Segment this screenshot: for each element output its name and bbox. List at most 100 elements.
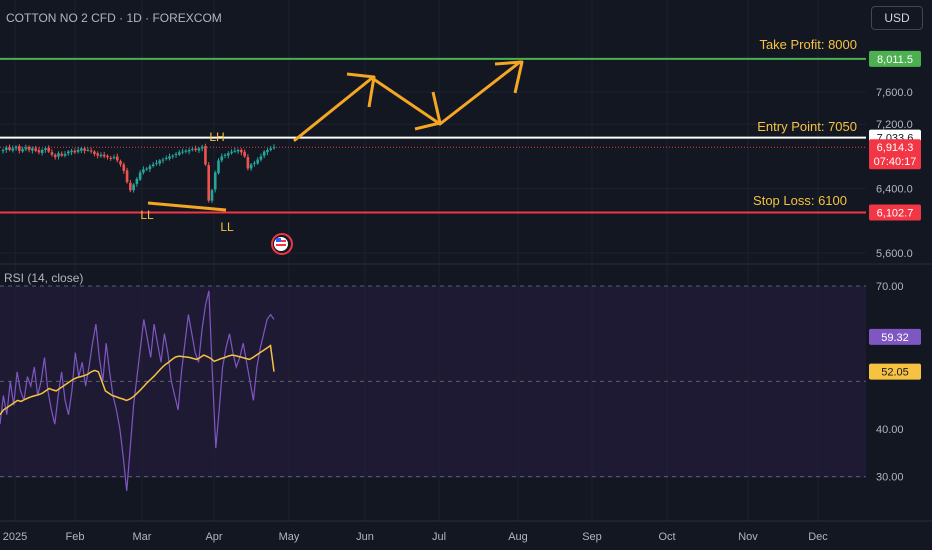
candle-body	[106, 155, 109, 158]
candle-body	[210, 190, 214, 201]
candle-body	[233, 150, 237, 152]
current-price-badge-bg	[869, 139, 921, 170]
candlestick-series	[1, 143, 276, 204]
arrow-head	[414, 91, 442, 131]
candle-body	[96, 153, 99, 156]
candle-body	[168, 156, 171, 159]
candle-body	[135, 178, 139, 184]
candle-body	[213, 172, 217, 190]
price-tick-label: 5,600.0	[876, 248, 913, 260]
candle-body	[191, 149, 194, 151]
chart-title: COTTON NO 2 CFD · 1D · FOREXCOM	[6, 11, 222, 25]
projection-arrow-segment	[370, 76, 442, 126]
candle-body	[73, 150, 77, 153]
time-tick-label: 2025	[3, 531, 27, 543]
entry-point-label: Entry Point: 7050	[757, 119, 857, 134]
rsi-tick-label: 70.00	[876, 281, 904, 293]
candle-body	[155, 162, 158, 164]
candle-body	[243, 151, 246, 157]
candle-body	[53, 154, 57, 158]
candle-body	[240, 149, 243, 153]
candle-body	[40, 149, 44, 154]
candle-body	[57, 153, 60, 157]
rsi-value-badge: 59.32	[881, 332, 909, 344]
candle-body	[246, 157, 250, 169]
rsi-tick-label: 30.00	[876, 472, 904, 484]
arrow-head	[494, 60, 524, 94]
rsi-ma-value-badge-bg	[869, 363, 921, 380]
candle-body	[184, 150, 188, 152]
candle-body	[129, 182, 132, 191]
candle-body	[142, 169, 145, 173]
rsi-ma-value-badge: 52.05	[881, 367, 909, 379]
time-tick-label: Jun	[356, 531, 374, 543]
candle-body	[8, 146, 11, 150]
stop-loss-badge: 6,102.7	[877, 208, 914, 220]
candle-body	[158, 160, 162, 164]
us-flag-event-icon[interactable]	[271, 233, 293, 255]
candle-body	[269, 148, 273, 150]
time-tick-label: Jul	[432, 531, 446, 543]
candle-body	[181, 151, 184, 153]
candle-body	[18, 146, 21, 151]
stop-loss-badge-bg	[869, 204, 921, 221]
drawing-tools-layer	[147, 60, 524, 212]
candle-body	[161, 159, 165, 161]
time-tick-label: Aug	[508, 531, 528, 543]
swing-low-trendline	[147, 201, 227, 212]
candle-body	[230, 151, 233, 154]
stop-loss-label: Stop Loss: 6100	[753, 193, 847, 208]
horizontal-lines-layer	[0, 57, 866, 214]
current-price-badge: 6,914.3	[877, 142, 914, 154]
candle-body	[151, 164, 155, 167]
candle-body	[112, 157, 116, 159]
candle-body	[86, 149, 90, 151]
candle-body	[187, 149, 191, 152]
candle-body	[93, 151, 96, 154]
candle-body	[44, 148, 47, 150]
candle-body	[60, 153, 64, 156]
candle-body	[109, 157, 113, 159]
candle-body	[63, 153, 67, 156]
grid-layer	[0, 0, 866, 521]
candle-body	[256, 159, 259, 164]
candle-body	[171, 155, 175, 157]
candle-body	[67, 151, 70, 154]
time-tick-label: Mar	[133, 531, 152, 543]
candle-body	[99, 154, 103, 157]
candle-body	[115, 156, 119, 161]
candle-body	[24, 147, 28, 150]
candle-body	[89, 150, 93, 152]
candle-body	[197, 148, 201, 151]
candle-body	[178, 152, 181, 155]
candle-body	[76, 149, 80, 152]
take-profit-label: Take Profit: 8000	[759, 37, 857, 52]
currency-button[interactable]: USD	[871, 6, 923, 30]
rsi-line	[0, 290, 275, 492]
candle-body	[253, 162, 256, 164]
time-tick-label: Nov	[738, 531, 758, 543]
candle-body	[1, 149, 5, 152]
candle-body	[262, 151, 266, 156]
candle-body	[266, 149, 269, 153]
candle-body	[138, 172, 142, 180]
candle-body	[4, 147, 8, 150]
time-tick-label: May	[279, 531, 300, 543]
rsi-band-fill	[0, 286, 866, 478]
candle-body	[174, 153, 178, 155]
swing-label-ll: LL	[220, 220, 234, 234]
price-tick-label: 7,200.0	[876, 119, 913, 131]
price-tick-label: 7,600.0	[876, 87, 913, 99]
candle-body	[125, 170, 129, 183]
candle-body	[272, 147, 276, 149]
candle-body	[148, 166, 152, 170]
text-layer: COTTON NO 2 CFD · 1D · FOREXCOM Take Prof…	[3, 11, 913, 543]
candle-body	[31, 148, 34, 151]
candle-body	[164, 158, 168, 160]
candle-body	[37, 150, 41, 153]
candle-body	[132, 184, 135, 191]
candle-body	[11, 148, 15, 151]
candle-body	[80, 148, 83, 151]
candle-body	[34, 148, 37, 151]
